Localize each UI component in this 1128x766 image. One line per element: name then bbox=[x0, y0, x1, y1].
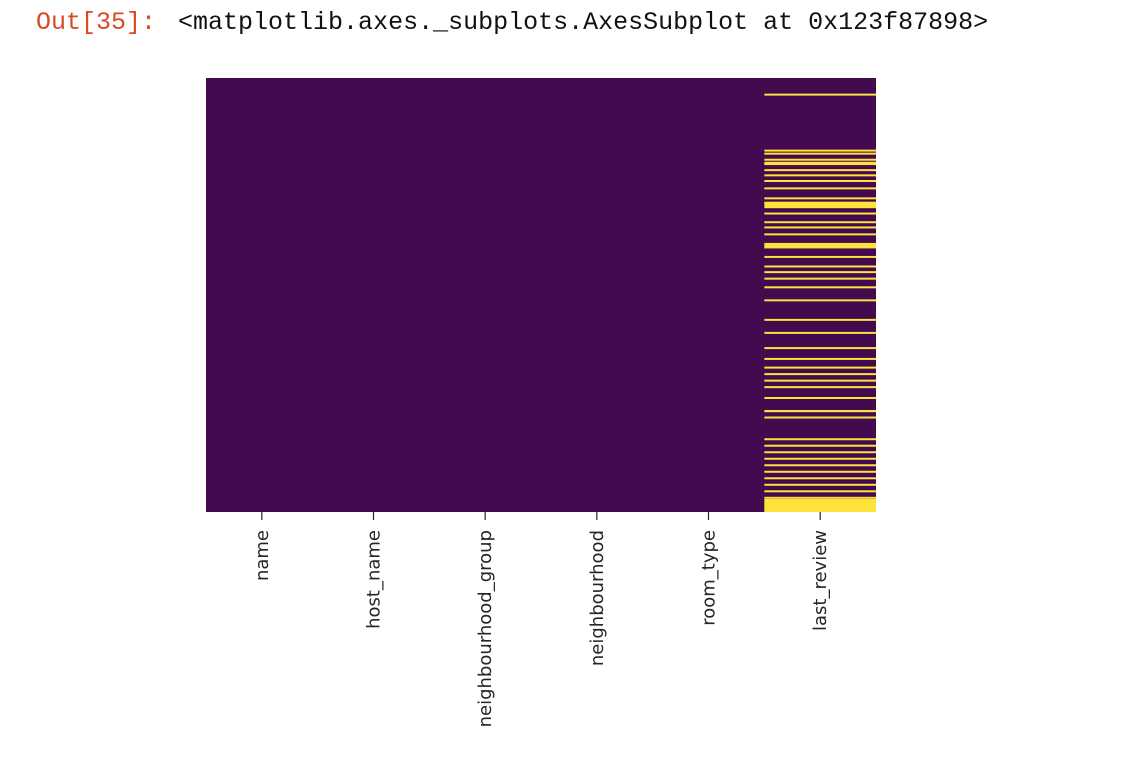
missing-value-cells bbox=[764, 93, 876, 512]
missing-row-line bbox=[764, 451, 876, 454]
missing-row-line bbox=[764, 490, 876, 493]
missing-row-band bbox=[764, 202, 876, 209]
missing-row-line bbox=[764, 357, 876, 360]
missing-row-line bbox=[764, 271, 876, 274]
missing-row-line bbox=[764, 464, 876, 467]
missing-row-line bbox=[764, 483, 876, 486]
missing-row-line bbox=[764, 277, 876, 280]
missing-row-line bbox=[764, 221, 876, 224]
x-tick-label: neighbourhood bbox=[587, 530, 608, 666]
missing-row-line bbox=[764, 197, 876, 200]
missing-row-line bbox=[764, 457, 876, 460]
x-tick-label: host_name bbox=[364, 530, 385, 629]
missing-row-line bbox=[764, 179, 876, 182]
missing-row-line bbox=[764, 470, 876, 473]
output-prompt: Out[35]: bbox=[36, 8, 157, 37]
missing-row-line bbox=[764, 318, 876, 321]
missing-row-line bbox=[764, 366, 876, 369]
missing-row-band bbox=[764, 242, 876, 249]
output-line: Out[35]: <matplotlib.axes._subplots.AxesS… bbox=[36, 8, 988, 37]
missing-row-line bbox=[764, 161, 876, 164]
missing-row-line bbox=[764, 347, 876, 350]
x-tick-label: neighbourhood_group bbox=[475, 530, 496, 727]
missing-row-band bbox=[764, 163, 876, 166]
missing-row-line bbox=[764, 255, 876, 258]
output-repr: <matplotlib.axes._subplots.AxesSubplot a… bbox=[178, 8, 989, 37]
x-tick-label: name bbox=[252, 530, 273, 581]
missing-row-band bbox=[764, 498, 876, 512]
missing-row-line bbox=[764, 396, 876, 399]
missing-row-line bbox=[764, 158, 876, 161]
x-tick-label: last_review bbox=[810, 530, 831, 631]
missing-row-band bbox=[764, 410, 876, 413]
missing-row-line bbox=[764, 386, 876, 389]
missing-row-line bbox=[764, 438, 876, 441]
missing-row-line bbox=[764, 477, 876, 480]
missing-row-line bbox=[764, 265, 876, 268]
missing-row-line bbox=[764, 496, 876, 499]
missing-row-line bbox=[764, 187, 876, 190]
missing-row-line bbox=[764, 93, 876, 96]
missing-row-line bbox=[764, 152, 876, 155]
missing-row-line bbox=[764, 212, 876, 215]
missing-row-line bbox=[764, 169, 876, 172]
missing-row-line bbox=[764, 416, 876, 419]
missing-row-line bbox=[764, 331, 876, 334]
missing-row-line bbox=[764, 286, 876, 289]
missing-row-line bbox=[764, 373, 876, 376]
missing-row-line bbox=[764, 299, 876, 302]
heatmap-area bbox=[206, 78, 876, 512]
missing-row-line bbox=[764, 174, 876, 177]
missing-row-line bbox=[764, 226, 876, 229]
missing-row-line bbox=[764, 379, 876, 382]
missing-row-line bbox=[764, 444, 876, 447]
missing-row-line bbox=[764, 233, 876, 236]
x-axis-ticks: name host_name neighbourhood_group neighbou… bbox=[252, 512, 831, 727]
missing-row-line bbox=[764, 149, 876, 152]
x-tick-label: room_type bbox=[699, 530, 720, 626]
